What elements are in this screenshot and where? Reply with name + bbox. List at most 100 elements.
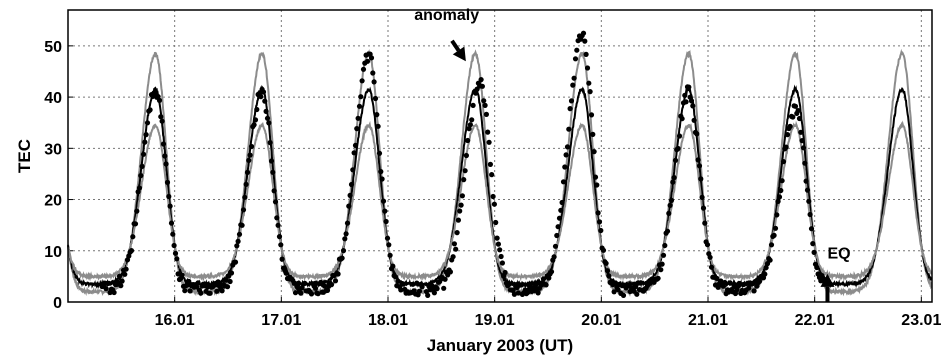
observed-point	[358, 94, 364, 100]
observed-point	[768, 242, 775, 248]
observed-point	[342, 236, 348, 242]
observed-point	[606, 273, 612, 279]
observed-point	[232, 259, 239, 265]
observed-point	[246, 157, 252, 163]
observed-point	[718, 278, 724, 284]
observed-point	[658, 267, 664, 273]
observed-point	[240, 207, 247, 213]
observed-point	[694, 131, 700, 137]
observed-point	[166, 193, 172, 200]
observed-point	[392, 274, 399, 280]
observed-point	[182, 288, 188, 294]
y-tick-label: 10	[44, 244, 62, 261]
observed-point	[298, 290, 304, 296]
observed-point	[465, 137, 471, 144]
observed-point	[778, 187, 784, 194]
observed-point	[662, 242, 668, 249]
observed-point	[563, 152, 569, 158]
observed-point	[802, 160, 808, 166]
observed-point	[664, 228, 671, 234]
observed-point	[804, 187, 811, 193]
x-tick-label: 16.01	[155, 312, 195, 329]
observed-point	[346, 203, 352, 209]
observed-point	[459, 193, 465, 199]
observed-point	[787, 123, 793, 129]
observed-point	[707, 254, 713, 260]
observed-point	[461, 177, 467, 183]
observed-point	[223, 277, 229, 283]
observed-point	[130, 234, 136, 240]
observed-point	[682, 92, 688, 98]
observed-point	[198, 290, 204, 296]
observed-point	[158, 114, 164, 120]
observed-point	[596, 219, 603, 225]
observed-point	[740, 281, 747, 288]
observed-point	[215, 279, 221, 285]
observed-point	[489, 172, 495, 178]
observed-point	[555, 224, 561, 230]
observed-point	[814, 264, 820, 271]
observed-point	[251, 122, 257, 128]
observed-point	[675, 145, 681, 152]
observed-point	[111, 289, 117, 296]
observed-point	[214, 288, 220, 294]
observed-point	[490, 193, 496, 200]
observed-point	[390, 263, 396, 269]
observed-point	[167, 203, 173, 209]
observed-point	[434, 286, 440, 292]
observed-point	[699, 194, 705, 200]
observed-point	[620, 292, 627, 298]
observed-point	[312, 280, 319, 286]
observed-point	[441, 285, 447, 291]
observed-point	[568, 98, 575, 104]
observed-point	[696, 163, 703, 169]
x-tick-label: 21.01	[688, 312, 728, 329]
observed-point	[348, 181, 355, 188]
observed-point	[714, 275, 720, 281]
observed-point	[572, 56, 579, 62]
observed-point	[552, 243, 559, 249]
observed-point	[328, 282, 335, 288]
x-tick-label: 22.01	[795, 312, 835, 329]
observed-point	[722, 279, 728, 286]
observed-point	[164, 179, 171, 185]
observed-point	[356, 103, 363, 109]
observed-point	[473, 90, 479, 96]
observed-point	[683, 99, 689, 105]
observed-point	[612, 280, 619, 286]
observed-point	[312, 285, 319, 291]
observed-point	[590, 131, 596, 137]
observed-point	[796, 115, 803, 122]
observed-point	[704, 242, 711, 248]
y-tick-labels: 0 10 20 30 40 50	[44, 39, 62, 312]
observed-point	[359, 78, 365, 84]
observed-point	[267, 140, 273, 146]
observed-point	[478, 77, 484, 83]
observed-point	[414, 280, 420, 286]
observed-point	[763, 265, 769, 271]
observed-point	[600, 247, 607, 253]
observed-point	[502, 269, 508, 276]
observed-point	[347, 192, 353, 198]
y-tick-label: 0	[53, 295, 62, 312]
observed-point	[695, 157, 701, 163]
observed-point	[266, 120, 272, 126]
observed-point	[292, 290, 299, 296]
observed-point	[242, 194, 248, 200]
observed-point	[799, 138, 805, 144]
observed-point	[371, 79, 377, 85]
observed-point	[274, 215, 280, 221]
observed-point	[751, 288, 757, 294]
observed-point	[483, 111, 489, 117]
observed-point	[691, 117, 697, 123]
observed-point	[364, 58, 371, 64]
observed-point	[668, 197, 675, 203]
observed-point	[659, 261, 665, 267]
observed-point	[156, 97, 163, 103]
observed-point	[260, 89, 267, 95]
observed-point	[376, 150, 383, 156]
observed-point	[431, 290, 437, 296]
observed-point	[688, 98, 695, 104]
observed-point	[243, 181, 249, 187]
observed-point	[551, 254, 557, 260]
